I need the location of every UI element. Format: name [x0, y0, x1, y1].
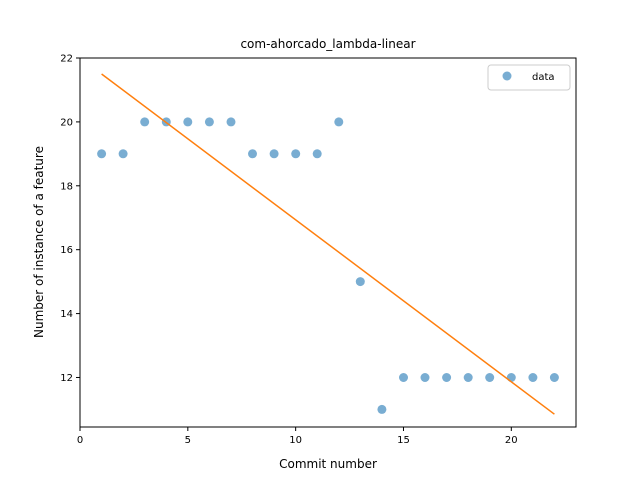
- data-point: [140, 117, 150, 127]
- data-point: [420, 373, 430, 382]
- data-point: [442, 373, 452, 382]
- x-axis-label: Commit number: [279, 457, 377, 471]
- legend: data: [487, 64, 571, 91]
- data-point: [291, 149, 301, 159]
- data-point: [183, 117, 193, 127]
- data-point: [118, 149, 128, 159]
- legend-marker-data: [502, 71, 512, 81]
- x-tick-label: 0: [77, 435, 83, 446]
- data-point: [485, 373, 495, 382]
- data-point: [312, 149, 322, 159]
- plot-frame: [79, 57, 577, 428]
- y-tick-label: 14: [60, 309, 73, 320]
- legend-box: [487, 64, 571, 91]
- x-tick-label: 5: [185, 435, 191, 446]
- legend-label-data: data: [532, 72, 555, 83]
- data-point: [506, 373, 516, 382]
- data-point: [549, 373, 559, 382]
- data-point: [377, 404, 387, 414]
- data-point: [399, 373, 408, 382]
- data-point: [528, 373, 538, 382]
- y-axis: 12 14 16 18 20 22: [60, 54, 80, 384]
- x-tick-label: 20: [505, 435, 518, 446]
- data-point: [334, 117, 344, 127]
- trend-line: [101, 73, 555, 415]
- data-point: [463, 373, 473, 382]
- data-point: [269, 149, 279, 159]
- y-tick-label: 22: [60, 54, 73, 65]
- data-point: [248, 149, 257, 159]
- y-tick-label: 20: [60, 117, 73, 128]
- y-tick-label: 12: [60, 373, 73, 384]
- y-tick-label: 18: [60, 181, 73, 192]
- y-axis-label: Number of instance of a feature: [32, 146, 46, 338]
- x-axis: 0 5 10 15 20: [77, 427, 518, 446]
- data-point: [355, 277, 365, 287]
- x-tick-label: 15: [397, 435, 410, 446]
- data-point: [226, 117, 236, 127]
- chart-title: com-ahorcado_lambda-linear: [240, 37, 415, 51]
- y-tick-label: 16: [60, 245, 73, 256]
- x-tick-label: 10: [289, 435, 302, 446]
- plot-area: [97, 73, 559, 415]
- data-point: [204, 117, 214, 127]
- data-point: [97, 149, 107, 159]
